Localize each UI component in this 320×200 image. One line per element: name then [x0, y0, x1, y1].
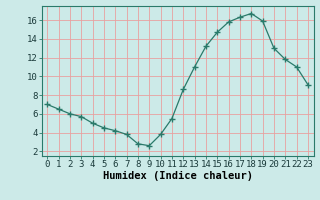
X-axis label: Humidex (Indice chaleur): Humidex (Indice chaleur) — [103, 171, 252, 181]
